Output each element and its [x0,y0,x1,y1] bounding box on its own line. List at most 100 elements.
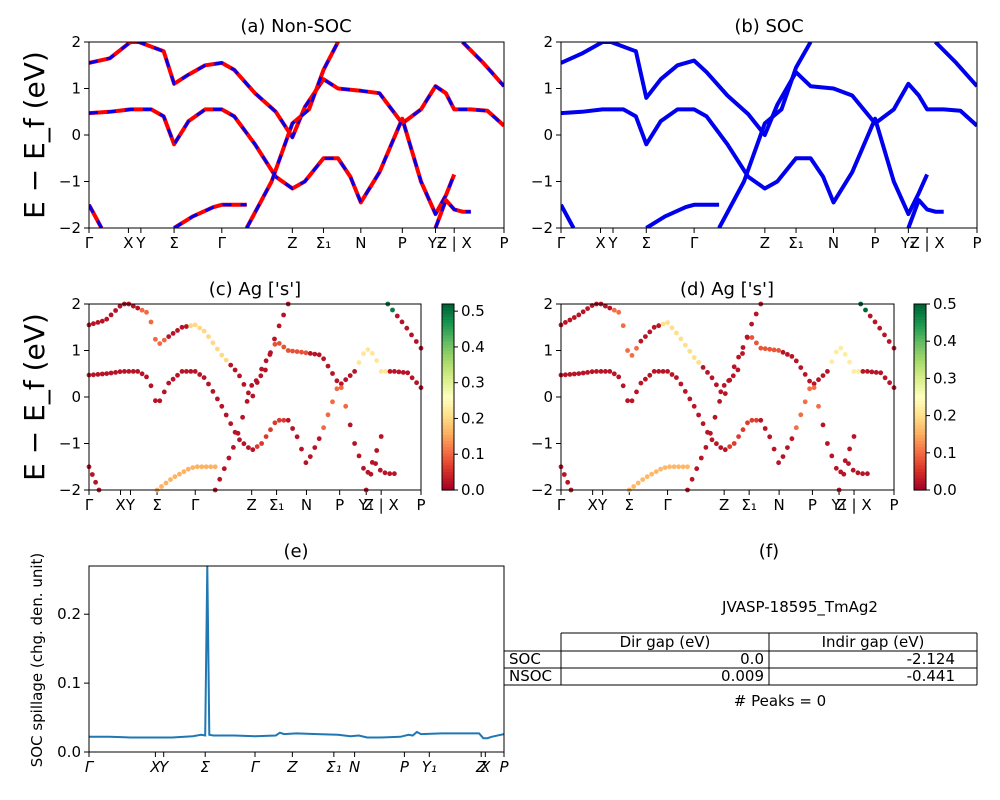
projection-point [294,434,300,440]
colorbar-segment [442,465,454,469]
colorbar-segment [914,307,926,311]
projection-point [361,465,366,471]
colorbar-segment [442,421,454,426]
projection-point [767,434,773,440]
x-tick-label: Y [597,496,608,514]
projection-point [153,336,158,342]
y-tick-label: 0.2 [57,605,81,623]
x-tick-label: Y [159,758,170,776]
colorbar-segment [914,459,926,463]
projection-point [91,321,96,327]
projection-point [190,465,196,470]
panel-b-frame [560,41,978,229]
projection-point [640,477,646,482]
projection-point [259,366,264,372]
projection-point [272,341,278,347]
colorbar-segment [914,449,926,454]
projection-point [656,323,662,329]
projection-point [299,446,304,452]
projection-point [846,461,851,466]
projection-point [635,480,641,486]
projection-point [745,420,750,426]
projection-point [378,434,384,439]
panel-a-frame [88,41,505,229]
projection-point [842,458,848,464]
x-tick-label: P [808,496,817,514]
projection-point [338,381,344,387]
projection-point [776,348,781,353]
band-line-band3 [561,203,576,228]
colorbar-segment [442,390,454,395]
projection-point [91,372,96,378]
projection-point [714,382,719,388]
y-tick-label: −1 [531,173,553,191]
projection-point [851,369,857,374]
projection-point [793,358,799,364]
projection-point [780,454,786,459]
projection-point [347,422,353,428]
projection-point [785,352,790,357]
projection-point [172,474,178,480]
projection-point [718,389,724,395]
projection-point [192,322,198,328]
x-tick-label: X [123,234,133,252]
x-tick-label: N [828,234,839,252]
x-tick-label: Y₁ [427,234,443,252]
projection-point [330,371,335,376]
colorbar-segment [442,319,454,324]
colorbar-segment [442,375,454,379]
projection-point [387,369,393,374]
projection-point [312,351,318,357]
colorbar-segment [914,446,926,451]
colorbar-segment [442,313,454,317]
colorbar-segment [914,335,926,339]
projection-point [682,389,688,394]
colorbar-segment [442,424,454,429]
y-tick-label: 1 [71,342,81,360]
projection-point [753,311,759,317]
projection-point [882,332,887,338]
panel-b-plot-area: −2 −1 0 1 2 Γ X Y Σ Γ Z Σ₁ N P Y₁Z | X P [531,33,982,252]
x-tick-label: Γ [85,234,94,252]
projection-point [383,369,388,374]
x-tick-label: Γ [218,234,227,252]
projection-point [616,309,622,315]
projection-point [303,460,309,466]
projection-point [343,377,349,383]
projection-point [722,391,728,396]
projection-point [802,399,808,405]
colorbar-segment [914,421,926,426]
projection-point [744,334,750,340]
colorbar-segment [442,372,454,376]
x-tick-label: Y [607,234,618,252]
projection-point [253,378,259,383]
colorbar-segment [442,403,454,407]
projection-point [802,372,808,377]
colorbar-segment [914,325,926,330]
projection-point [168,477,173,482]
table-cell-dir: 0.009 [721,667,764,685]
projection-point [210,340,216,346]
colorbar-segment [914,378,926,383]
spillage-y-axis-label: SOC spillage (chg. den. unit) [28,553,46,768]
colorbar-segment [442,341,454,345]
colorbar-segment [442,359,454,364]
colorbar-segment [914,331,926,336]
projection-point [307,454,313,459]
projection-point [563,372,568,378]
projection-point [181,469,187,475]
projection-point [226,455,232,461]
projection-point [197,325,203,331]
projection-point [662,465,668,470]
projection-point [656,369,662,374]
projection-point [368,471,374,477]
x-tick-label: Y₁ [830,496,846,514]
projection-point [267,352,273,357]
y-tick-label: 2 [543,33,553,51]
colorbar-segment [442,483,454,488]
projection-point [758,417,764,423]
x-tick-label: P [400,758,410,776]
colorbar-segment [442,431,454,435]
projection-point [700,365,706,370]
